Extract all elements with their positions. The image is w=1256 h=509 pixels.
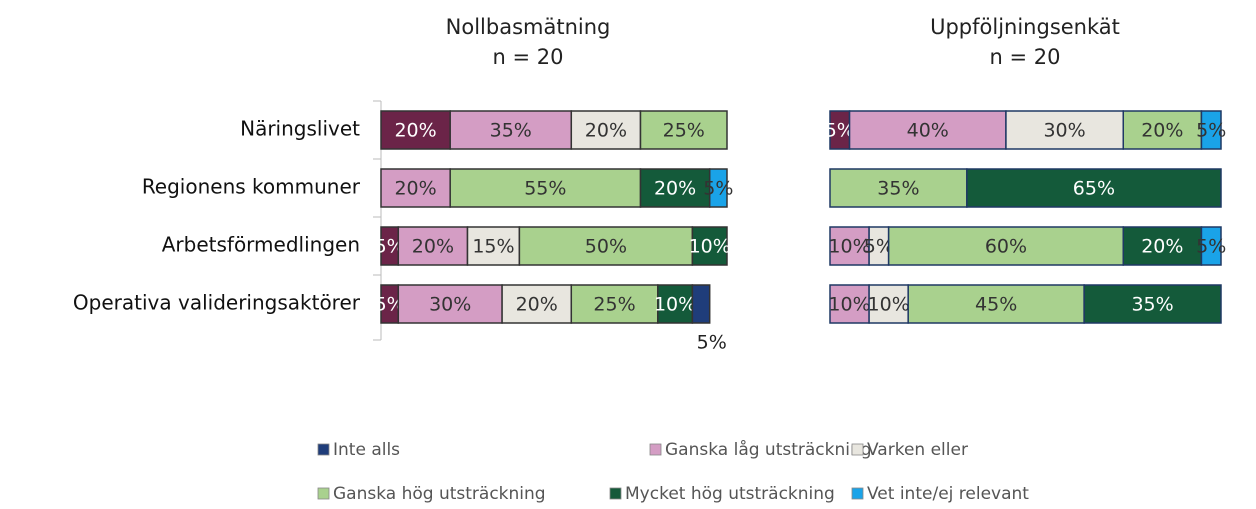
category-label: Arbetsförmedlingen xyxy=(162,233,360,257)
bar-segment xyxy=(570,284,659,324)
bar-segment xyxy=(1200,110,1222,150)
data-label: 35% xyxy=(877,178,919,200)
data-label: 30% xyxy=(1043,120,1085,142)
bar-segment xyxy=(657,284,694,324)
data-label: 5% xyxy=(375,294,405,316)
bar-segment xyxy=(639,168,711,208)
data-label: 5% xyxy=(825,120,855,142)
category-label: Näringslivet xyxy=(240,117,360,141)
bar-segment xyxy=(501,284,573,324)
data-label: 5% xyxy=(703,178,733,200)
data-label: 60% xyxy=(985,236,1027,258)
legend-label: Inte alls xyxy=(333,440,400,460)
category-label: Regionens kommuner xyxy=(142,175,361,199)
bar-segment xyxy=(380,110,451,150)
bar-segment xyxy=(848,110,1007,150)
data-label: 45% xyxy=(975,294,1017,316)
data-label: 35% xyxy=(1131,294,1173,316)
bar-segment xyxy=(691,284,711,324)
data-label: 65% xyxy=(1073,178,1115,200)
data-label: 20% xyxy=(394,178,436,200)
legend-swatch xyxy=(317,487,330,500)
bar-segment xyxy=(829,168,968,208)
legend-label: Vet inte/ej relevant xyxy=(867,484,1029,504)
bar-segment xyxy=(691,226,728,266)
data-label: 20% xyxy=(412,236,454,258)
data-label: 20% xyxy=(654,178,696,200)
legend-label: Mycket hög utsträckning xyxy=(625,484,835,504)
data-label: 20% xyxy=(585,120,627,142)
data-label: 5% xyxy=(864,236,894,258)
data-label: 5% xyxy=(1196,236,1226,258)
bar-segment xyxy=(449,168,642,208)
legend-label: Varken eller xyxy=(867,440,968,460)
data-label: 10% xyxy=(828,236,870,258)
data-label: 20% xyxy=(1141,236,1183,258)
data-label: 55% xyxy=(524,178,566,200)
legend-swatch xyxy=(851,487,864,500)
data-label: 15% xyxy=(472,236,514,258)
data-label: 20% xyxy=(394,120,436,142)
data-label: 50% xyxy=(585,236,627,258)
chart-subtitle: n = 20 xyxy=(493,45,564,69)
data-label: 30% xyxy=(429,294,471,316)
bar-segment xyxy=(1122,110,1203,150)
data-label: 5% xyxy=(697,332,727,354)
data-label: 25% xyxy=(593,294,635,316)
data-label: 10% xyxy=(689,236,731,258)
data-label: 40% xyxy=(907,120,949,142)
data-label: 10% xyxy=(828,294,870,316)
data-label: 20% xyxy=(1141,120,1183,142)
category-label: Operativa valideringsaktörer xyxy=(73,291,361,315)
bar-segment xyxy=(466,226,521,266)
chart-subtitle: n = 20 xyxy=(990,45,1061,69)
legend-swatch xyxy=(649,443,662,456)
bar-segment xyxy=(380,168,451,208)
bar-segment xyxy=(1122,226,1203,266)
bar-segment xyxy=(708,168,728,208)
data-label: 5% xyxy=(1196,120,1226,142)
bar-segment xyxy=(397,284,503,324)
data-label: 10% xyxy=(654,294,696,316)
bar-segment xyxy=(829,226,870,266)
legend-swatch xyxy=(609,487,622,500)
bar-segment xyxy=(1005,110,1125,150)
legend-label: Ganska låg utsträckning xyxy=(665,439,872,460)
data-label: 25% xyxy=(663,120,705,142)
axis-ticks xyxy=(373,100,381,341)
chart-title: Uppföljningsenkät xyxy=(930,15,1120,39)
data-label: 20% xyxy=(516,294,558,316)
legend-swatch xyxy=(317,443,330,456)
legend-label: Ganska hög utsträckning xyxy=(333,484,546,504)
bar-segment xyxy=(1200,226,1222,266)
legend-swatch xyxy=(851,443,864,456)
bar-segment xyxy=(1083,284,1222,324)
data-label: 35% xyxy=(490,120,532,142)
chart-title: Nollbasmätning xyxy=(446,15,611,39)
bar-segment xyxy=(639,110,728,150)
data-label: 5% xyxy=(375,236,405,258)
bar-segment xyxy=(966,168,1222,208)
data-label: 10% xyxy=(868,294,910,316)
bar-segment xyxy=(868,284,909,324)
